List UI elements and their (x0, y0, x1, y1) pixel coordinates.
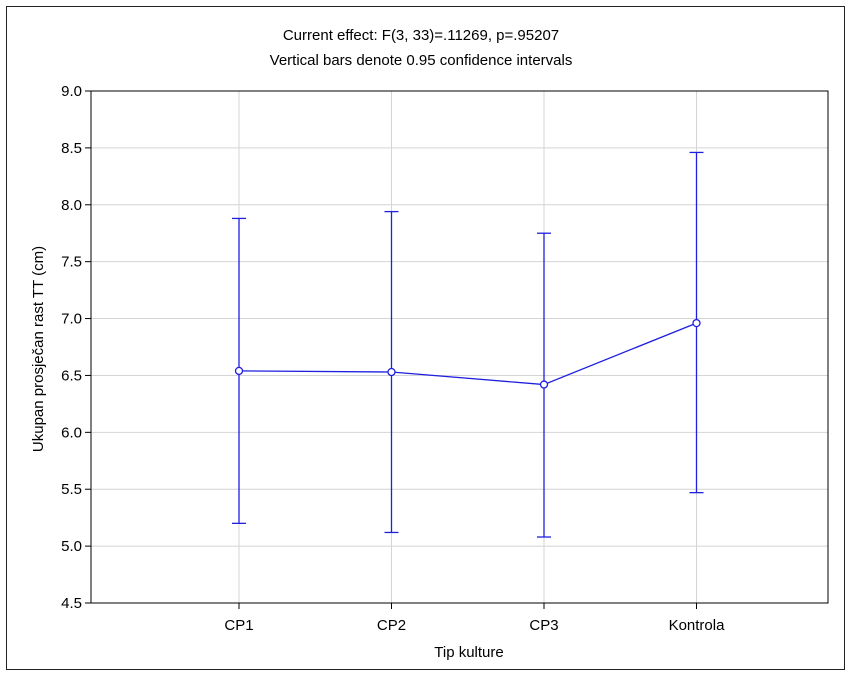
chart-title: Current effect: F(3, 33)=.11269, p=.9520… (283, 27, 559, 44)
y-tick-label: 9.0 (61, 83, 82, 100)
y-tick-label: 7.0 (61, 311, 82, 328)
y-axis-label: Ukupan prosječan rast TT (cm) (30, 246, 47, 452)
y-tick-label: 5.0 (61, 538, 82, 555)
y-tick-label: 7.5 (61, 254, 82, 271)
x-tick-label: Kontrola (669, 617, 726, 634)
y-tick-label: 6.0 (61, 424, 82, 441)
data-point (693, 320, 700, 327)
chart-subtitle: Vertical bars denote 0.95 confidence int… (270, 52, 573, 69)
plot-area-border (91, 91, 828, 603)
x-tick-label: CP3 (529, 617, 558, 634)
y-tick-label: 8.0 (61, 197, 82, 214)
chart-frame: Current effect: F(3, 33)=.11269, p=.9520… (6, 6, 845, 670)
data-point (388, 369, 395, 376)
data-point (236, 367, 243, 374)
y-tick-label: 4.5 (61, 595, 82, 612)
y-tick-label: 5.5 (61, 481, 82, 498)
chart-svg: Current effect: F(3, 33)=.11269, p=.9520… (7, 7, 846, 671)
x-tick-label: CP2 (377, 617, 406, 634)
data-point (541, 381, 548, 388)
x-axis-label: Tip kulture (434, 644, 503, 661)
x-tick-label: CP1 (224, 617, 253, 634)
y-tick-label: 8.5 (61, 140, 82, 157)
y-tick-label: 6.5 (61, 367, 82, 384)
